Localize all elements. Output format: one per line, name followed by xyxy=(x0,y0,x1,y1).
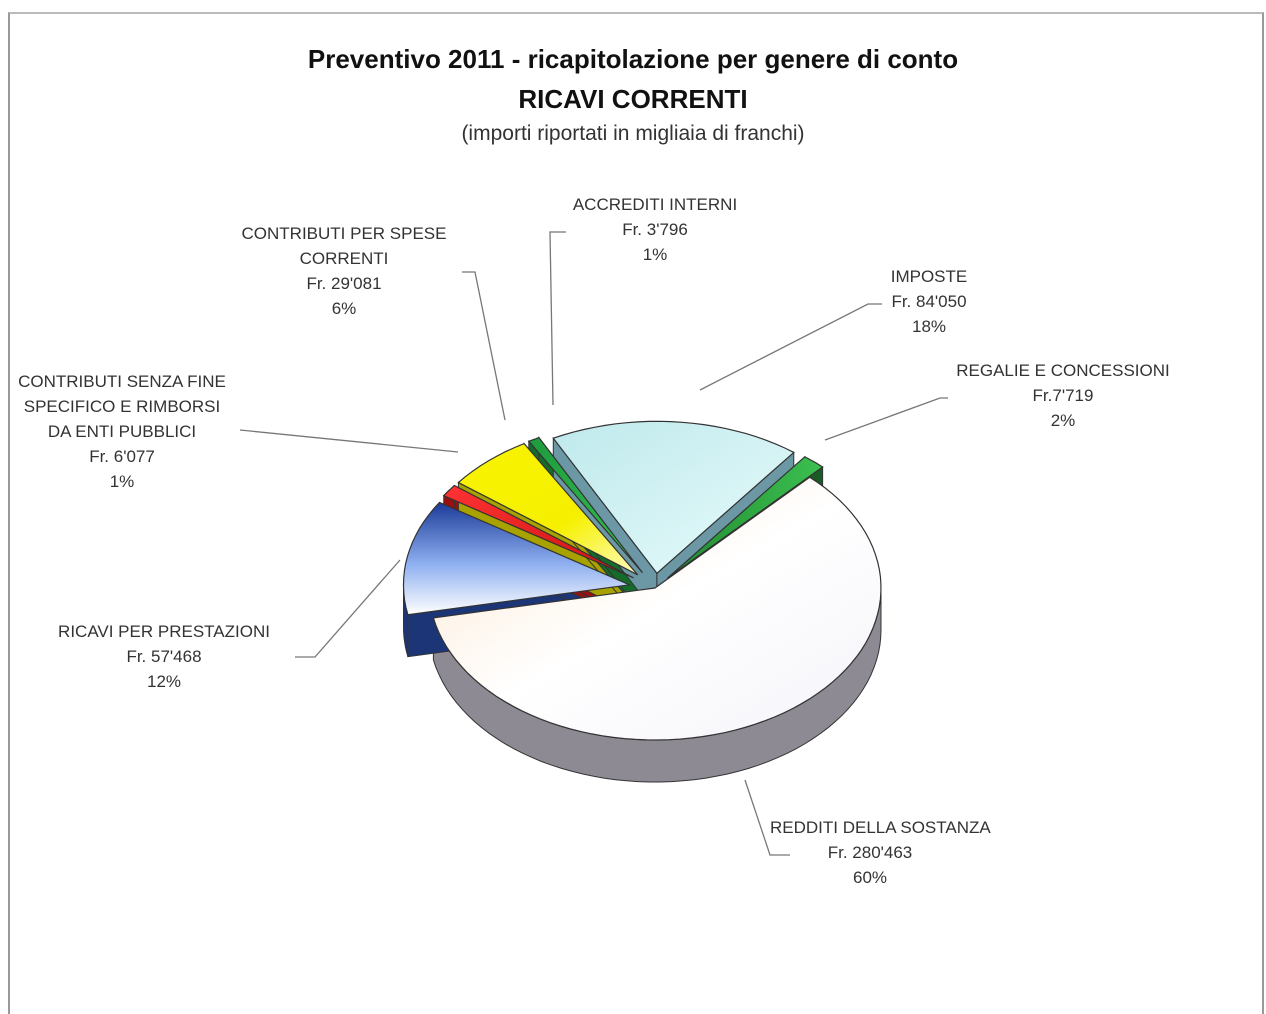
slice-amount: Fr. 57'468 xyxy=(126,647,202,666)
slice-label-accrediti: ACCREDITI INTERNI Fr. 3'796 1% xyxy=(555,192,755,267)
slice-label-text: CORRENTI xyxy=(299,249,389,268)
slice-label-imposte: IMPOSTE Fr. 84'050 18% xyxy=(858,264,1000,339)
slice-label-regalie: REGALIE E CONCESSIONI Fr.7'719 2% xyxy=(940,358,1186,433)
chart-note: (importi riportati in migliaia di franch… xyxy=(461,122,805,145)
pie-chart xyxy=(239,231,948,856)
slice-label-text: REDDITI DELLA SOSTANZA xyxy=(770,818,991,837)
slice-percent: 1% xyxy=(109,472,135,491)
slice-amount: Fr. 3'796 xyxy=(622,220,688,239)
slice-label-text: CONTRIBUTI SENZA FINE xyxy=(18,372,226,391)
slice-label-prestazioni: RICAVI PER PRESTAZIONI Fr. 57'468 12% xyxy=(36,619,292,694)
slice-percent: 6% xyxy=(331,299,357,318)
slice-amount: Fr. 280'463 xyxy=(827,843,913,862)
leader-line-imposte xyxy=(699,303,882,391)
leader-line-regalie xyxy=(824,397,948,441)
slice-label-text: RICAVI PER PRESTAZIONI xyxy=(58,622,270,641)
slice-label-text: ACCREDITI INTERNI xyxy=(572,195,738,214)
slice-label-text: DA ENTI PUBBLICI xyxy=(47,422,197,441)
slice-amount: Fr. 6'077 xyxy=(89,447,155,466)
chart-title: Preventivo 2011 - ricapitolazione per ge… xyxy=(307,44,959,74)
pie-slice-imposte xyxy=(552,420,795,575)
slice-amount: Fr. 84'050 xyxy=(891,292,967,311)
slice-amount: Fr. 29'081 xyxy=(306,274,382,293)
slice-percent: 12% xyxy=(146,672,182,691)
pie-slice-prestazioni xyxy=(402,501,632,616)
pie-slice-spese_correnti xyxy=(457,442,639,576)
leader-line-senza_fine xyxy=(239,429,459,453)
leader-line-accrediti xyxy=(549,231,566,406)
slice-label-text: REGALIE E CONCESSIONI xyxy=(956,361,1170,380)
pie-slice-regalie xyxy=(667,456,824,579)
slice-label-text: CONTRIBUTI PER SPESE xyxy=(241,224,447,243)
slice-label-text: SPECIFICO E RIMBORSI xyxy=(23,397,221,416)
pie-slice-accrediti xyxy=(527,436,643,574)
slice-label-redditi: REDDITI DELLA SOSTANZA Fr. 280'463 60% xyxy=(770,815,991,890)
slice-percent: 60% xyxy=(852,868,888,887)
slice-percent: 2% xyxy=(1050,411,1076,430)
slice-percent: 1% xyxy=(642,245,668,264)
pie-slice-senza_fine xyxy=(442,484,634,579)
chart-subtitle: RICAVI CORRENTI xyxy=(518,84,748,114)
slice-amount: Fr.7'719 xyxy=(1032,386,1094,405)
slice-label-spese-correnti: CONTRIBUTI PER SPESE CORRENTI Fr. 29'081… xyxy=(224,221,464,321)
pie-slice-redditi xyxy=(432,476,882,741)
leader-line-prestazioni xyxy=(295,559,401,658)
leader-line-redditi xyxy=(744,779,790,856)
slice-percent: 18% xyxy=(911,317,947,336)
slice-label-text: IMPOSTE xyxy=(890,267,968,286)
leader-line-spese_correnti xyxy=(462,271,506,421)
slice-label-senza-fine: CONTRIBUTI SENZA FINE SPECIFICO E RIMBOR… xyxy=(6,369,238,494)
chart-frame xyxy=(8,12,1264,1014)
